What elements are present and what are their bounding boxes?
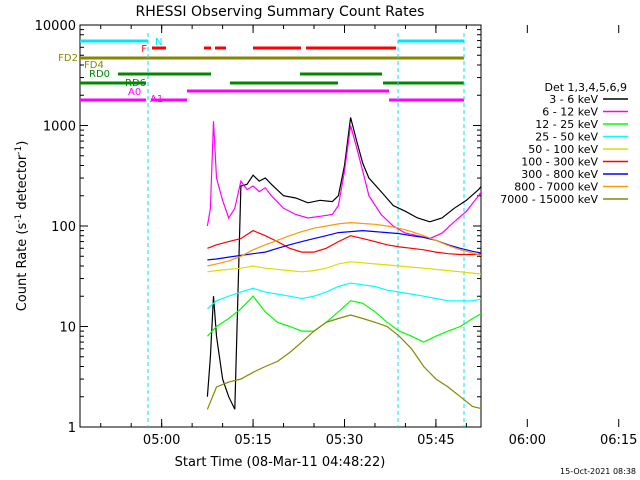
flag-label-4: RD0 <box>89 69 110 80</box>
x-tick-label: 05:15 <box>234 433 271 448</box>
axis-ticks: 05:00 05:15 05:30 05:45 06:00 06:15 1 10 100 1000… <box>35 19 638 448</box>
y-tick-label: 10000 <box>35 19 76 34</box>
y-tick-label: 1000 <box>43 120 76 135</box>
legend-label-4: 50 - 100 keV <box>528 143 598 156</box>
flag-label-2: FD2 <box>58 53 78 64</box>
series-line-5 <box>207 229 481 256</box>
legend-label-5: 100 - 300 keV <box>521 156 598 169</box>
flag-label-1: F <box>141 44 147 55</box>
series-line-4 <box>207 261 481 275</box>
legend-label-7: 800 - 7000 keV <box>514 181 598 194</box>
x-tick-label: 05:00 <box>143 433 180 448</box>
x-tick-label: 06:00 <box>509 433 546 448</box>
legend-label-8: 7000 - 15000 keV <box>500 193 598 206</box>
series-line-6 <box>207 229 481 261</box>
series-line-1 <box>206 121 481 240</box>
y-tick-label: 1 <box>68 421 76 436</box>
series-line-8 <box>206 314 481 410</box>
series-line-0 <box>206 117 481 410</box>
x-tick-label: 05:45 <box>417 433 454 448</box>
legend-label-0: 3 - 6 keV <box>549 93 598 106</box>
legend-label-2: 12 - 25 keV <box>535 118 598 131</box>
x-tick-label: 05:30 <box>326 433 363 448</box>
flag-label-5: RD6 <box>125 78 146 89</box>
legend-label-1: 6 - 12 keV <box>542 106 598 119</box>
series-lines <box>206 117 481 410</box>
y-tick-label: 100 <box>51 220 76 235</box>
y-axis-label: Count Rate (s-1 detector-1) <box>14 141 30 312</box>
chart-title: RHESSI Observing Summary Count Rates <box>136 4 425 20</box>
y-tick-label: 10 <box>59 321 76 336</box>
x-axis-label: Start Time (08-Mar-11 04:48:22) <box>175 455 386 470</box>
flag-label-7: A1 <box>150 94 163 105</box>
flag-label-3: FD4 <box>84 60 104 71</box>
flag-label-0: N <box>155 37 162 48</box>
legend-title: Det 1,3,4,5,6,9 <box>544 81 627 94</box>
series-line-7 <box>207 221 481 267</box>
legend-label-3: 25 - 50 keV <box>535 131 598 144</box>
flag-label-6: A0 <box>128 87 141 98</box>
legend-label-6: 300 - 800 keV <box>521 168 598 181</box>
x-tick-label: 06:15 <box>600 433 637 448</box>
series-line-2 <box>206 295 481 343</box>
footer-timestamp: 15-Oct-2021 08:38 <box>560 467 636 476</box>
series-line-3 <box>207 282 481 310</box>
